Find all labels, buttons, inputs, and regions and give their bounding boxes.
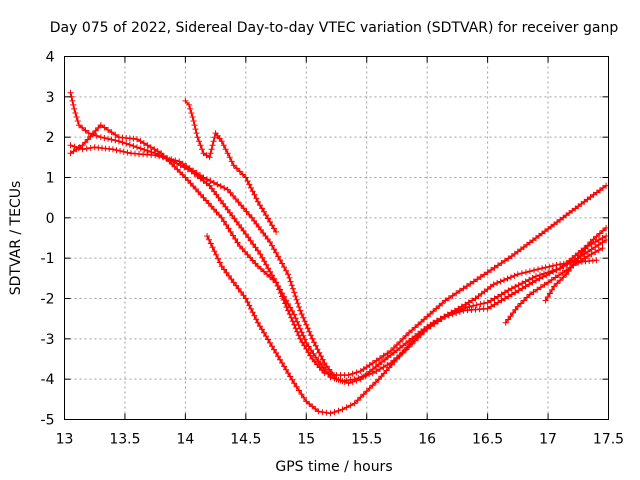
series-track-4: [182, 97, 280, 235]
series-track-1: [67, 89, 610, 379]
series-track-2: [67, 122, 610, 385]
series-line: [70, 124, 607, 383]
series-markers: [67, 122, 610, 385]
y-axis-label: SDTVAR / TECUs: [8, 181, 24, 296]
x-axis-label: GPS time / hours: [275, 459, 392, 475]
x-tick-label: 16.5: [472, 432, 503, 448]
series-markers: [67, 89, 610, 379]
y-tick-label: -4: [41, 372, 55, 388]
y-tick-labels: -5 -4 -3 -2 -1 0 1 2 3 4: [41, 50, 55, 429]
x-tick-label: 17.5: [593, 432, 624, 448]
y-tick-label: 0: [46, 211, 55, 227]
y-tick-label: 3: [46, 90, 55, 106]
y-tick-label: 1: [46, 171, 55, 187]
y-tick-label: -5: [41, 413, 55, 429]
series-group: [67, 89, 610, 417]
x-tick-label: 14.5: [230, 432, 261, 448]
y-tick-label: -1: [41, 251, 55, 267]
series-markers: [204, 233, 610, 417]
x-tick-label: 16: [418, 432, 436, 448]
plot-frame: [64, 56, 609, 420]
x-tick-label: 14: [176, 432, 194, 448]
grid-lines: [64, 56, 609, 420]
series-markers: [542, 224, 610, 304]
x-tick-label: 17: [539, 432, 557, 448]
series-line: [69, 92, 607, 376]
x-tick-label: 15: [297, 432, 315, 448]
series-track-3: [67, 142, 600, 387]
axis-ticks: [64, 56, 609, 420]
x-tick-label: 13.5: [109, 432, 140, 448]
chart-title: Day 075 of 2022, Sidereal Day-to-day VTE…: [50, 20, 619, 36]
x-tick-label: 15.5: [351, 432, 382, 448]
series-line: [206, 235, 607, 415]
series-markers: [67, 142, 600, 387]
x-tick-labels: 13 13.5 14 14.5 15 15.5 16 16.5 17 17.5: [56, 432, 625, 448]
series-line: [70, 144, 597, 385]
series-track-7: [542, 224, 610, 304]
y-tick-label: 2: [46, 130, 55, 146]
y-tick-label: 4: [46, 50, 55, 66]
y-tick-label: -3: [41, 332, 55, 348]
y-tick-label: -2: [41, 292, 55, 308]
series-markers: [182, 97, 280, 235]
series-track-5: [204, 233, 610, 417]
x-tick-label: 13: [56, 432, 74, 448]
